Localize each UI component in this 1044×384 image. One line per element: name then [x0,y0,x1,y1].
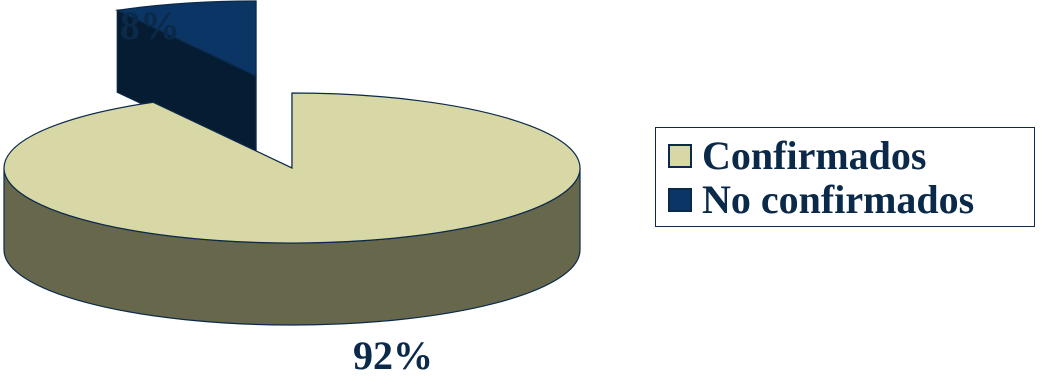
pie-chart [3,0,581,326]
data-label-no-confirmados: 8% [120,3,180,48]
legend-item-confirmados: Confirmados [668,134,926,178]
pie-slice-top-confirmados [3,92,581,244]
legend-label-no-confirmados: No confirmados [702,177,975,222]
legend-swatch-confirmados [668,144,692,168]
pie-slice-top-no-confirmados [115,0,257,77]
legend-swatch-no-confirmados [668,188,692,212]
legend-item-no-confirmados: No confirmados [668,178,974,222]
chart-legend: Confirmados No confirmados [655,127,1035,227]
pie-slice-no-confirmados [115,0,257,159]
data-label-confirmados: 92% [353,333,433,378]
legend-label-confirmados: Confirmados [702,133,927,178]
pie-slice-confirmados [3,92,581,326]
